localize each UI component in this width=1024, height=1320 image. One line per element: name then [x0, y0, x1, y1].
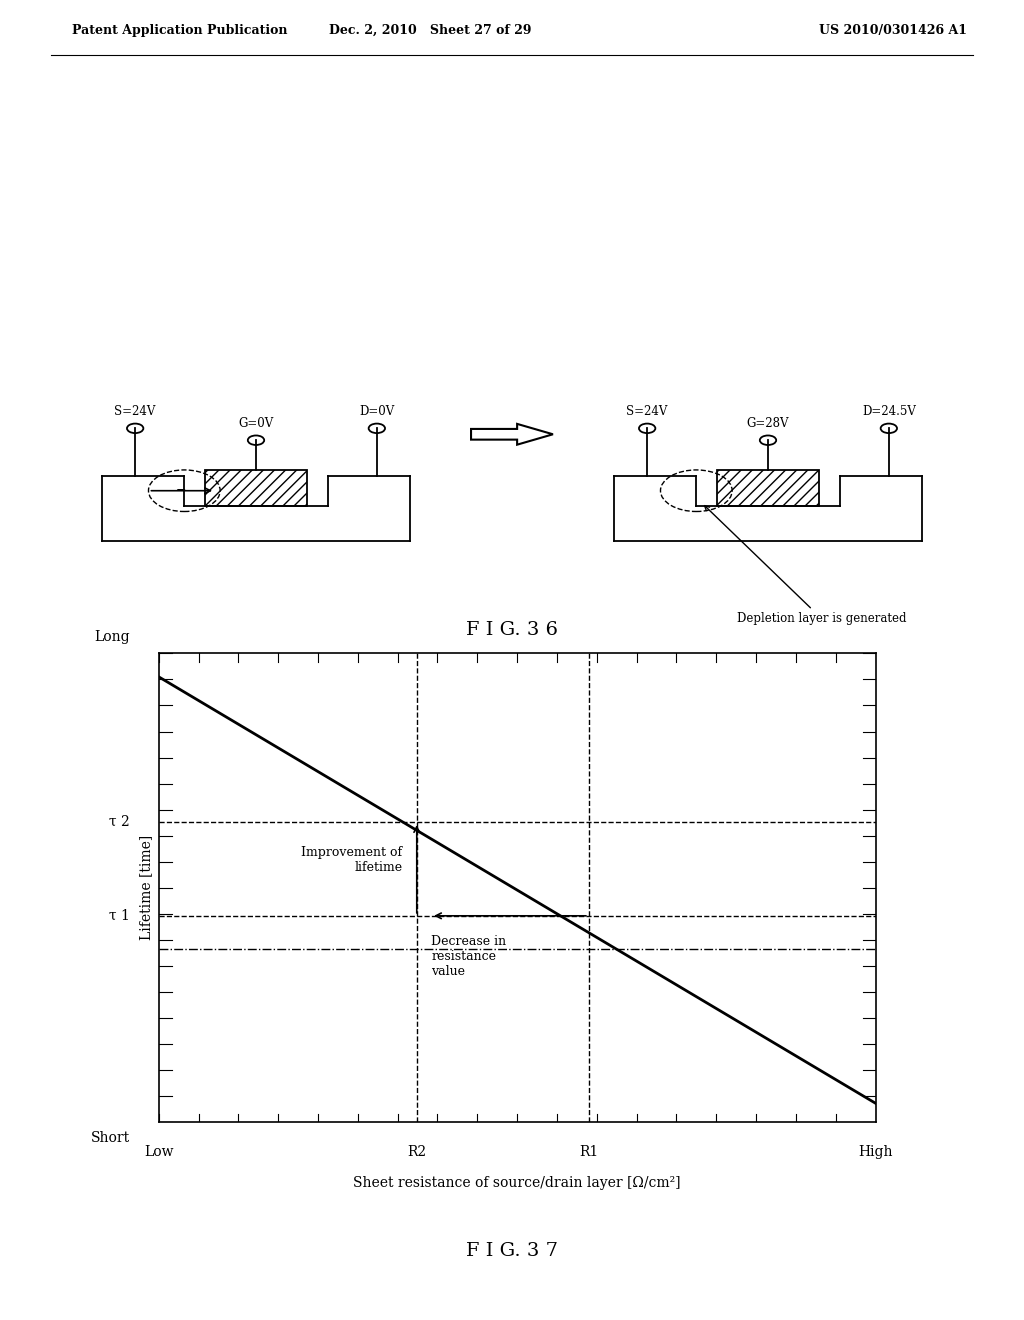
Text: Depletion layer is generated: Depletion layer is generated [705, 506, 907, 626]
Text: R2: R2 [408, 1146, 426, 1159]
Text: Patent Application Publication: Patent Application Publication [72, 24, 287, 37]
Text: G=0V: G=0V [239, 417, 273, 429]
Text: D=0V: D=0V [359, 405, 394, 417]
Text: High: High [858, 1146, 893, 1159]
Text: S=24V: S=24V [627, 405, 668, 417]
Text: Short: Short [91, 1131, 130, 1146]
Text: S=24V: S=24V [115, 405, 156, 417]
Bar [205, 470, 307, 506]
Text: G=28V: G=28V [746, 417, 790, 429]
FancyArrow shape [471, 424, 553, 445]
Bar [717, 470, 819, 506]
Text: US 2010/0301426 A1: US 2010/0301426 A1 [819, 24, 968, 37]
Text: D=24.5V: D=24.5V [862, 405, 915, 417]
Y-axis label: Lifetime [time]: Lifetime [time] [139, 836, 154, 940]
Text: τ 1: τ 1 [110, 908, 130, 923]
Text: Low: Low [144, 1146, 173, 1159]
Text: −: − [176, 484, 186, 498]
Text: F I G. 3 7: F I G. 3 7 [466, 1242, 558, 1261]
Text: F I G. 3 6: F I G. 3 6 [466, 622, 558, 639]
Text: Improvement of
lifetime: Improvement of lifetime [301, 846, 402, 874]
Text: Dec. 2, 2010   Sheet 27 of 29: Dec. 2, 2010 Sheet 27 of 29 [329, 24, 531, 37]
Text: Decrease in
resistance
value: Decrease in resistance value [431, 935, 506, 978]
Text: Long: Long [94, 630, 130, 644]
Text: Sheet resistance of source/drain layer [Ω/cm²]: Sheet resistance of source/drain layer [… [353, 1176, 681, 1189]
Text: τ 2: τ 2 [110, 814, 130, 829]
Text: R1: R1 [580, 1146, 598, 1159]
